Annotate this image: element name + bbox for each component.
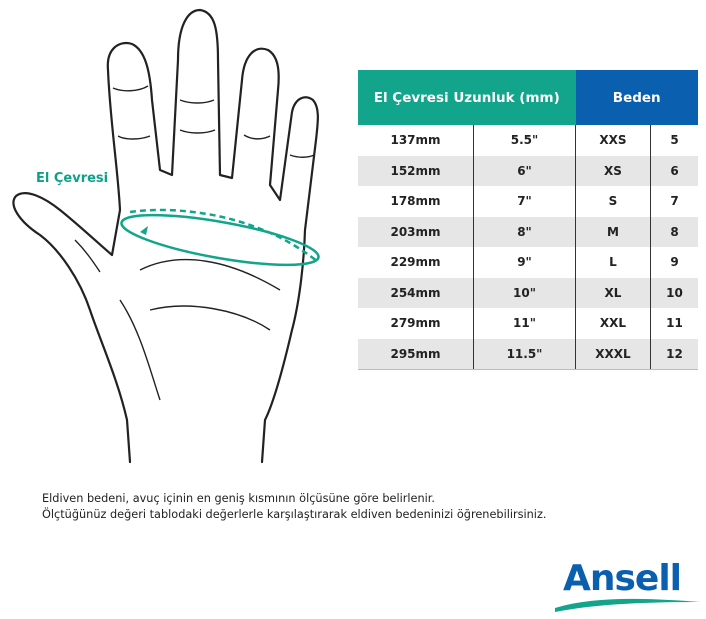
table-row: 152mm 6" XS 6 <box>358 155 698 186</box>
hand-illustration <box>12 8 320 464</box>
inch-cell: 11" <box>513 316 536 331</box>
table-row: 279mm 11" XXL 11 <box>358 308 698 339</box>
table-row: 137mm 5.5" XXS 5 <box>358 125 698 156</box>
ansell-logo: Ansell <box>555 558 700 614</box>
mm-cell: 152mm <box>358 155 474 186</box>
size-number-cell: 6 <box>650 155 698 186</box>
table-row: 229mm 9" L 9 <box>358 247 698 278</box>
logo-swoosh <box>555 598 700 612</box>
logo-text: Ansell <box>563 558 682 599</box>
mm-cell: 229mm <box>358 247 474 278</box>
note-line-2: Ölçtüğünüz değeri tablodaki değerlerle k… <box>42 508 547 521</box>
inch-cell: 8" <box>473 216 576 247</box>
table-row: 178mm 7" S 7 <box>358 186 698 217</box>
note-line-1: Eldiven bedeni, avuç içinin en geniş kıs… <box>42 492 435 505</box>
size-header: Beden <box>575 70 698 125</box>
inch-cell: 9" <box>517 255 532 270</box>
table-row: 254mm 10" XL 10 <box>358 277 698 308</box>
size-cell: L <box>575 247 651 278</box>
table-row: 295mm 11.5" XXXL 12 <box>358 338 698 370</box>
size-cell: M <box>575 216 651 247</box>
mm-cell: 295mm <box>358 338 474 370</box>
size-cell: XXXL <box>575 338 651 370</box>
inch-cell: 7" <box>517 194 532 209</box>
size-number-cell: 9 <box>670 255 679 270</box>
inch-cell: 6" <box>473 155 576 186</box>
size-cell: S <box>575 186 651 217</box>
size-cell: XXS <box>575 125 651 156</box>
size-cell: XXL <box>575 308 651 339</box>
size-cell: XL <box>575 277 651 308</box>
measure-header: El Çevresi Uzunluk (mm) <box>358 70 576 125</box>
size-number-cell: 7 <box>670 194 679 209</box>
mm-cell: 254mm <box>358 277 474 308</box>
hand-circumference-label: El Çevresi <box>36 171 109 186</box>
inch-cell: 11.5" <box>473 338 576 370</box>
size-number-cell: 11 <box>666 316 683 331</box>
size-number-cell: 8 <box>650 216 698 247</box>
size-number-cell: 12 <box>650 338 698 370</box>
inch-cell: 10" <box>473 277 576 308</box>
size-table: El Çevresi Uzunluk (mm) Beden 137mm 5.5" X… <box>358 70 698 370</box>
mm-cell: 178mm <box>358 186 474 217</box>
mm-cell: 203mm <box>358 216 474 247</box>
size-number-cell: 5 <box>670 133 679 148</box>
table-row: 203mm 8" M 8 <box>358 216 698 247</box>
mm-cell: 137mm <box>358 125 474 156</box>
size-cell: XS <box>575 155 651 186</box>
inch-cell: 5.5" <box>510 133 539 148</box>
size-number-cell: 10 <box>650 277 698 308</box>
instruction-note: Eldiven bedeni, avuç içinin en geniş kıs… <box>42 491 546 523</box>
mm-cell: 279mm <box>358 308 474 339</box>
